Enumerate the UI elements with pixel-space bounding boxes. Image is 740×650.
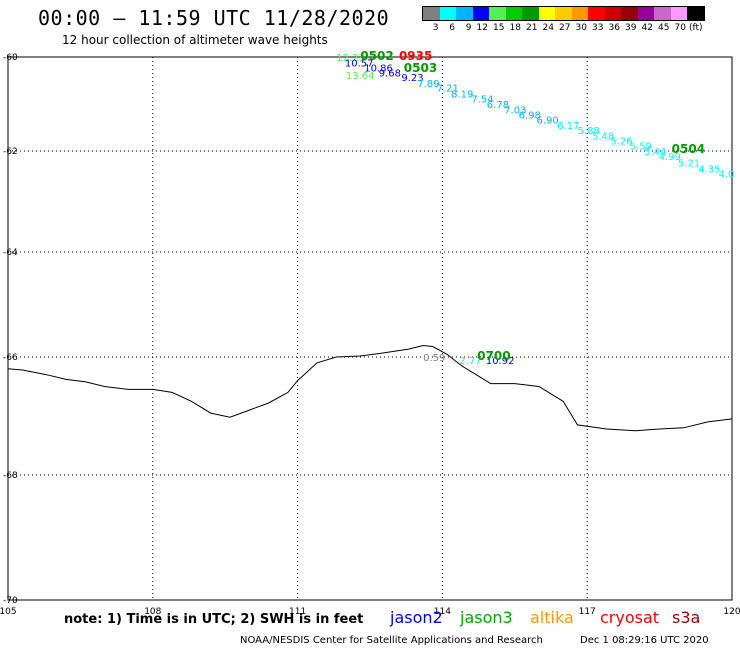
legend-label: 30	[575, 23, 587, 33]
legend-label: 70	[674, 23, 686, 33]
wave-height-legend: 3 6 9 12 15 18 21 24 27 30 33 36 39 42 45 70 (ft)	[422, 6, 705, 33]
satellite-jason3-label: jason3	[460, 608, 513, 627]
pass-time-label: 0700	[477, 349, 510, 363]
legend-swatch	[522, 7, 539, 20]
latitude-tick-label: -66	[3, 353, 18, 363]
legend-swatch	[472, 7, 489, 20]
longitude-tick-label: 111	[289, 607, 306, 617]
wave-height-label: 8.19	[451, 90, 473, 101]
wave-height-label: 5.44	[644, 147, 666, 158]
wave-height-label: 9.68	[379, 69, 401, 80]
coastline-path	[7, 344, 733, 432]
wave-height-label: 7.89	[417, 79, 439, 90]
longitude-tick-label: 105	[0, 607, 17, 617]
wave-height-label: 4.35	[698, 165, 720, 176]
legend-swatch	[456, 7, 473, 20]
wave-height-label: 10.92	[486, 356, 515, 367]
legend-swatch	[538, 7, 555, 20]
map-frame	[7, 56, 733, 601]
pass-time-label: 0504	[672, 142, 705, 156]
pass-time-label: 0935	[399, 49, 432, 63]
map-subtitle: 12 hour collection of altimeter wave hei…	[62, 33, 328, 47]
satellite-s3a-label: s3a	[672, 608, 701, 627]
legend-label: 18	[509, 23, 521, 33]
wave-height-label: 5.21	[678, 159, 700, 170]
legend-label: 33	[592, 23, 604, 33]
legend-swatch	[654, 7, 671, 20]
legend-label: 27	[559, 23, 571, 33]
legend-swatch	[489, 7, 506, 20]
legend-swatch	[637, 7, 654, 20]
wave-height-label: 7.54	[471, 94, 493, 105]
wave-height-label: 4.0	[718, 170, 734, 181]
wave-height-label: 7.03	[504, 106, 526, 117]
wave-height-label: 5.48	[592, 131, 614, 142]
satellite-altika-label: altika	[530, 608, 574, 627]
footer-credit: NOAA/NESDIS Center for Satellite Applica…	[240, 635, 543, 646]
wave-height-label: 10.86	[364, 63, 393, 74]
wave-height-label: 6.90	[537, 116, 559, 127]
satellite-jason2-label: jason2	[390, 608, 443, 627]
latitude-tick-label: -62	[3, 147, 18, 157]
wave-height-label: 6.78	[487, 100, 509, 111]
latitude-tick-label: -68	[3, 471, 18, 481]
wave-height-label: 5.88	[578, 126, 600, 137]
axis-labels: 105 108 111 114 117 120 -60 -62 -64 -66 -68 -70	[0, 53, 740, 617]
legend-label: 39	[625, 23, 637, 33]
wave-height-label: 13.64	[346, 71, 375, 82]
latitude-tick-label: -64	[3, 248, 18, 258]
map-grid	[7, 56, 733, 601]
legend-swatch	[604, 7, 621, 20]
legend-swatch	[505, 7, 522, 20]
legend-label: 24	[542, 23, 554, 33]
wave-height-label: 6.98	[519, 110, 541, 121]
legend-label: 45	[658, 23, 670, 33]
wave-height-label: 6.17	[557, 121, 579, 132]
wave-height-label: 10.57	[345, 59, 374, 70]
latitude-tick-label: -60	[3, 53, 18, 63]
wave-height-label: 2.77	[459, 356, 481, 367]
legend-swatch	[571, 7, 588, 20]
legend-swatch	[687, 7, 704, 20]
wave-height-label: 5.59	[630, 141, 652, 152]
pass-time-label: 0503	[404, 61, 437, 75]
legend-swatch	[423, 7, 440, 20]
map-note: note: 1) Time is in UTC; 2) SWH is in fe…	[64, 612, 364, 627]
wave-height-label: 9.23	[401, 73, 423, 84]
legend-label: 12	[476, 23, 488, 33]
satellite-cryosat-label: cryosat	[600, 608, 660, 627]
latitude-tick-label: -70	[3, 596, 18, 606]
coastline	[7, 344, 733, 432]
legend-label: 21	[526, 23, 538, 33]
wave-height-label: 0.59	[423, 353, 445, 364]
legend-color-bar	[422, 6, 705, 21]
legend-label: 9	[465, 23, 472, 33]
map-title: 00:00 – 11:59 UTC 11/28/2020	[38, 6, 390, 30]
legend-label: 3	[432, 23, 439, 33]
legend-swatch	[588, 7, 605, 20]
wave-height-label: 7.21	[437, 84, 459, 95]
pass-time-label: 0502	[360, 49, 393, 63]
wave-height-label: 4.99	[659, 152, 681, 163]
longitude-tick-label: 108	[144, 607, 161, 617]
legend-label: 42	[641, 23, 653, 33]
legend-label: 6	[449, 23, 455, 33]
legend-swatch	[555, 7, 572, 20]
longitude-tick-label: 114	[434, 607, 451, 617]
legend-label: 15	[493, 23, 505, 33]
legend-swatch	[621, 7, 638, 20]
legend-label: 36	[608, 23, 620, 33]
longitude-tick-label: 120	[723, 607, 740, 617]
wave-height-label: 12.23	[336, 53, 365, 64]
longitude-tick-label: 117	[579, 607, 596, 617]
footer-timestamp: Dec 1 08:29:16 UTC 2020	[580, 635, 709, 646]
legend-swatch	[670, 7, 687, 20]
legend-swatch	[439, 7, 456, 20]
wave-height-label: 5.26	[610, 137, 632, 148]
legend-unit: (ft)	[689, 23, 703, 33]
legend-labels: 3 6 9 12 15 18 21 24 27 30 33 36 39 42 45 70 (ft)	[422, 23, 705, 33]
